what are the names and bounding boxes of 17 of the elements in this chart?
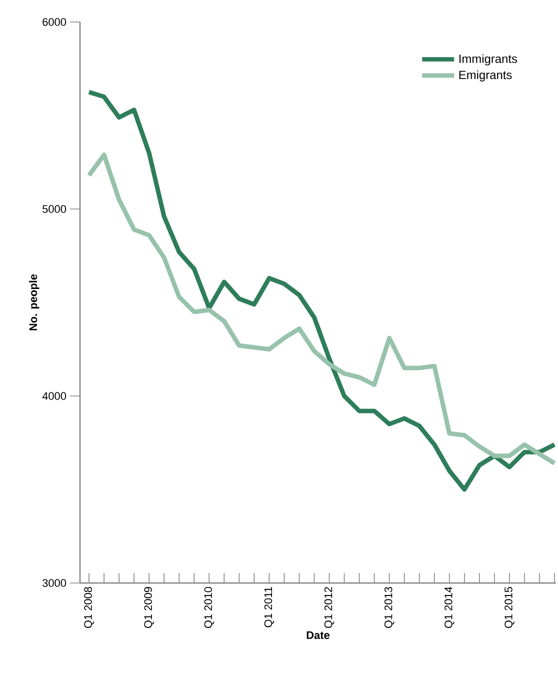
y-axis-title: No. people (29, 274, 40, 330)
x-axis-title: Date (306, 631, 330, 640)
x-tick-label: Q1 2009 (144, 587, 154, 628)
legend-label: Immigrants (459, 54, 518, 66)
y-tick-label: 4000 (42, 392, 66, 400)
x-tick-label: Q1 2008 (84, 587, 94, 628)
x-tick-label: Q1 2012 (324, 587, 334, 628)
y-tick-label: 5000 (42, 205, 66, 213)
x-tick-label: Q1 2015 (504, 587, 514, 628)
x-tick-label: Q1 2014 (444, 586, 454, 628)
y-tick-label: 3000 (42, 579, 66, 587)
y-tick-label: 6000 (42, 18, 66, 26)
legend-label: Emigrants (459, 70, 512, 82)
x-tick-label: Q1 2011 (264, 587, 274, 628)
line-series (86, 90, 557, 492)
x-tick-label: Q1 2013 (384, 587, 394, 628)
x-tick-label: Q1 2010 (204, 586, 214, 628)
